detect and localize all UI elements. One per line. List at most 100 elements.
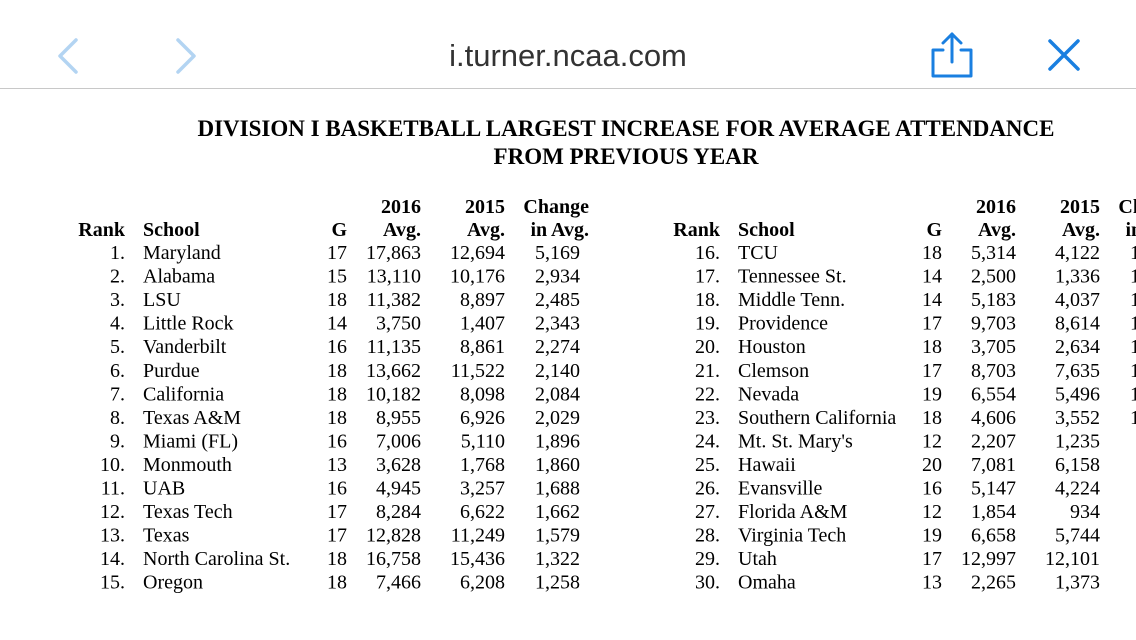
table-cell: 4,037 — [1055, 289, 1100, 311]
table-cell: 19 — [922, 525, 942, 547]
table-cell: 16,758 — [366, 548, 421, 570]
back-button[interactable] — [58, 38, 78, 74]
table-cell: 12. — [100, 501, 125, 523]
table-cell: 12,694 — [450, 242, 505, 264]
column-header: in Avg. — [530, 219, 589, 241]
table-cell: 7,635 — [1055, 360, 1100, 382]
table-cell: 18. — [695, 289, 720, 311]
table-cell: 16 — [327, 336, 347, 358]
table-cell: 5,744 — [1055, 525, 1100, 547]
column-header: G — [926, 219, 942, 241]
table-cell: 7. — [110, 383, 125, 405]
table-cell: 1,054 — [1130, 407, 1136, 429]
table-cell: 2,265 — [971, 572, 1016, 594]
table-cell: 8,897 — [460, 289, 505, 311]
table-cell: North Carolina St. — [143, 548, 290, 570]
table-cell: 13,110 — [367, 266, 421, 288]
table-cell: 8,098 — [460, 383, 505, 405]
table-cell: 10,182 — [366, 383, 421, 405]
table-cell: Southern California — [738, 407, 896, 429]
table-cell: 1,860 — [535, 454, 580, 476]
table-cell: 18 — [327, 360, 347, 382]
table-cell: 14 — [327, 313, 347, 335]
table-cell: 17,863 — [366, 242, 421, 264]
table-cell: 18 — [922, 242, 942, 264]
table-cell: Hawaii — [738, 454, 796, 476]
table-cell: 13,662 — [366, 360, 421, 382]
table-cell: 17 — [327, 242, 347, 264]
table-cell: Alabama — [143, 266, 215, 288]
table-cell: 19 — [922, 383, 942, 405]
table-cell: Purdue — [143, 360, 200, 382]
table-cell: 12 — [922, 501, 942, 523]
table-cell: 26. — [695, 478, 720, 500]
column-header: Avg. — [1062, 219, 1100, 241]
share-button[interactable] — [931, 32, 973, 78]
table-cell: 16 — [922, 478, 942, 500]
table-cell: 3,257 — [460, 478, 505, 500]
table-cell: 2,140 — [535, 360, 580, 382]
table-cell: Omaha — [738, 572, 796, 594]
table-cell: 2,274 — [535, 336, 580, 358]
table-cell: 14 — [922, 289, 942, 311]
column-header: Avg. — [467, 219, 505, 241]
table-cell: 4,122 — [1055, 242, 1100, 264]
table-cell: 11,382 — [367, 289, 421, 311]
table-cell: 13. — [100, 525, 125, 547]
table-cell: 10. — [100, 454, 125, 476]
table-cell: 5,147 — [971, 478, 1016, 500]
table-cell: 27. — [695, 501, 720, 523]
table-cell: 24. — [695, 430, 720, 452]
column-header: 2015 — [465, 196, 505, 218]
table-cell: 4,606 — [971, 407, 1016, 429]
column-header: School — [738, 219, 795, 241]
table-cell: Texas A&M — [143, 407, 241, 429]
table-cell: 3,628 — [376, 454, 421, 476]
column-header: 2015 — [1060, 196, 1100, 218]
table-cell: 6. — [110, 360, 125, 382]
table-cell: 5,169 — [535, 242, 580, 264]
table-cell: 3,750 — [376, 313, 421, 335]
table-cell: Utah — [738, 548, 777, 570]
table-cell: 1. — [110, 242, 125, 264]
table-cell: 9. — [110, 430, 125, 452]
table-cell: 16. — [695, 242, 720, 264]
table-cell: 17 — [922, 548, 942, 570]
table-cell: 2,207 — [971, 430, 1016, 452]
table-cell: 8,703 — [971, 360, 1016, 382]
column-header: in Avg. — [1125, 219, 1136, 241]
table-cell: 1,058 — [1130, 383, 1136, 405]
table-cell: 12,997 — [961, 548, 1016, 570]
table-cell: 22. — [695, 383, 720, 405]
table-cell: Texas Tech — [143, 501, 233, 523]
table-cell: 6,926 — [460, 407, 505, 429]
column-header: 2016 — [381, 196, 421, 218]
url[interactable]: i.turner.ncaa.com — [449, 38, 687, 73]
column-header: G — [331, 219, 347, 241]
column-header: Rank — [78, 219, 126, 241]
table-cell: Houston — [738, 336, 806, 358]
table-cell: 4,224 — [1055, 478, 1100, 500]
table-cell: 9,703 — [971, 313, 1016, 335]
table-cell: 5,314 — [971, 242, 1016, 264]
table-cell: 1,336 — [1055, 266, 1100, 288]
table-cell: 8,955 — [376, 407, 421, 429]
table-cell: 12 — [922, 430, 942, 452]
table-cell: 2,485 — [535, 289, 580, 311]
table-cell: 18 — [327, 383, 347, 405]
close-button[interactable] — [1048, 39, 1080, 71]
table-cell: 1,164 — [1130, 266, 1136, 288]
table-cell: Middle Tenn. — [738, 289, 845, 311]
table-cell: 5,110 — [461, 430, 505, 452]
table-cell: Providence — [738, 313, 828, 335]
table-cell: UAB — [143, 478, 185, 500]
table-cell: 3. — [110, 289, 125, 311]
forward-button[interactable] — [176, 38, 196, 74]
table-cell: California — [143, 383, 224, 405]
doc-title: FROM PREVIOUS YEAR — [494, 144, 759, 169]
browser-bar — [0, 0, 1136, 88]
table-cell: Mt. St. Mary's — [738, 430, 853, 452]
table-cell: 1,854 — [971, 501, 1016, 523]
